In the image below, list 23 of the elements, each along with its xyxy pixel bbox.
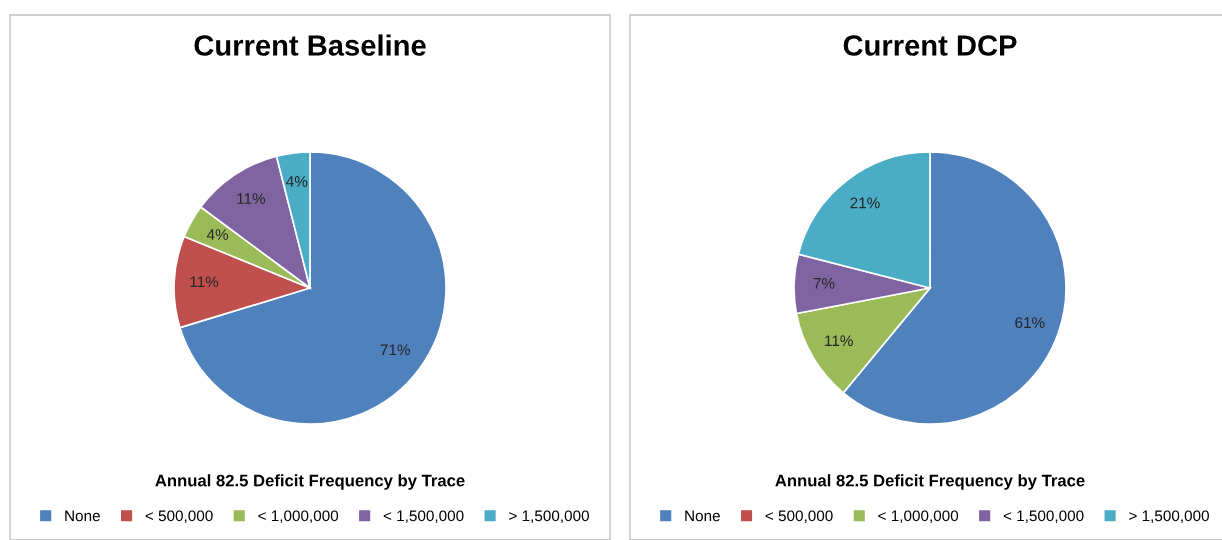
data-label: 11% bbox=[237, 193, 266, 204]
legend-label: > 1,500,000 bbox=[1129, 510, 1209, 524]
data-label: 7% bbox=[813, 278, 835, 289]
data-label: 61% bbox=[1015, 317, 1045, 329]
data-label: 11% bbox=[190, 276, 219, 288]
data-label: 21% bbox=[850, 197, 880, 209]
data-label: 4% bbox=[286, 176, 308, 187]
chart-title: Current Baseline bbox=[194, 34, 426, 56]
data-label: 11% bbox=[825, 335, 853, 347]
data-label: 71% bbox=[380, 344, 410, 356]
text: Annual 82.5 Deficit Frequency by Trace bbox=[155, 474, 465, 490]
text: Annual 82.5 Deficit Frequency by Trace bbox=[775, 474, 1085, 490]
legend-label: None bbox=[685, 510, 720, 522]
legend-label: < 1,500,000 bbox=[383, 510, 464, 524]
legend-label: < 1,000,000 bbox=[258, 510, 339, 524]
legend-label: < 500,000 bbox=[765, 510, 833, 524]
legend-label: < 1,500,000 bbox=[1003, 510, 1084, 524]
legend-label: < 1,000,000 bbox=[878, 510, 959, 524]
legend-label: < 500,000 bbox=[145, 510, 213, 524]
legend-label: None bbox=[65, 510, 100, 522]
legend-label: > 1,500,000 bbox=[509, 510, 589, 524]
chart-title: Current DCP bbox=[843, 35, 1017, 56]
data-label: 4% bbox=[206, 229, 229, 240]
